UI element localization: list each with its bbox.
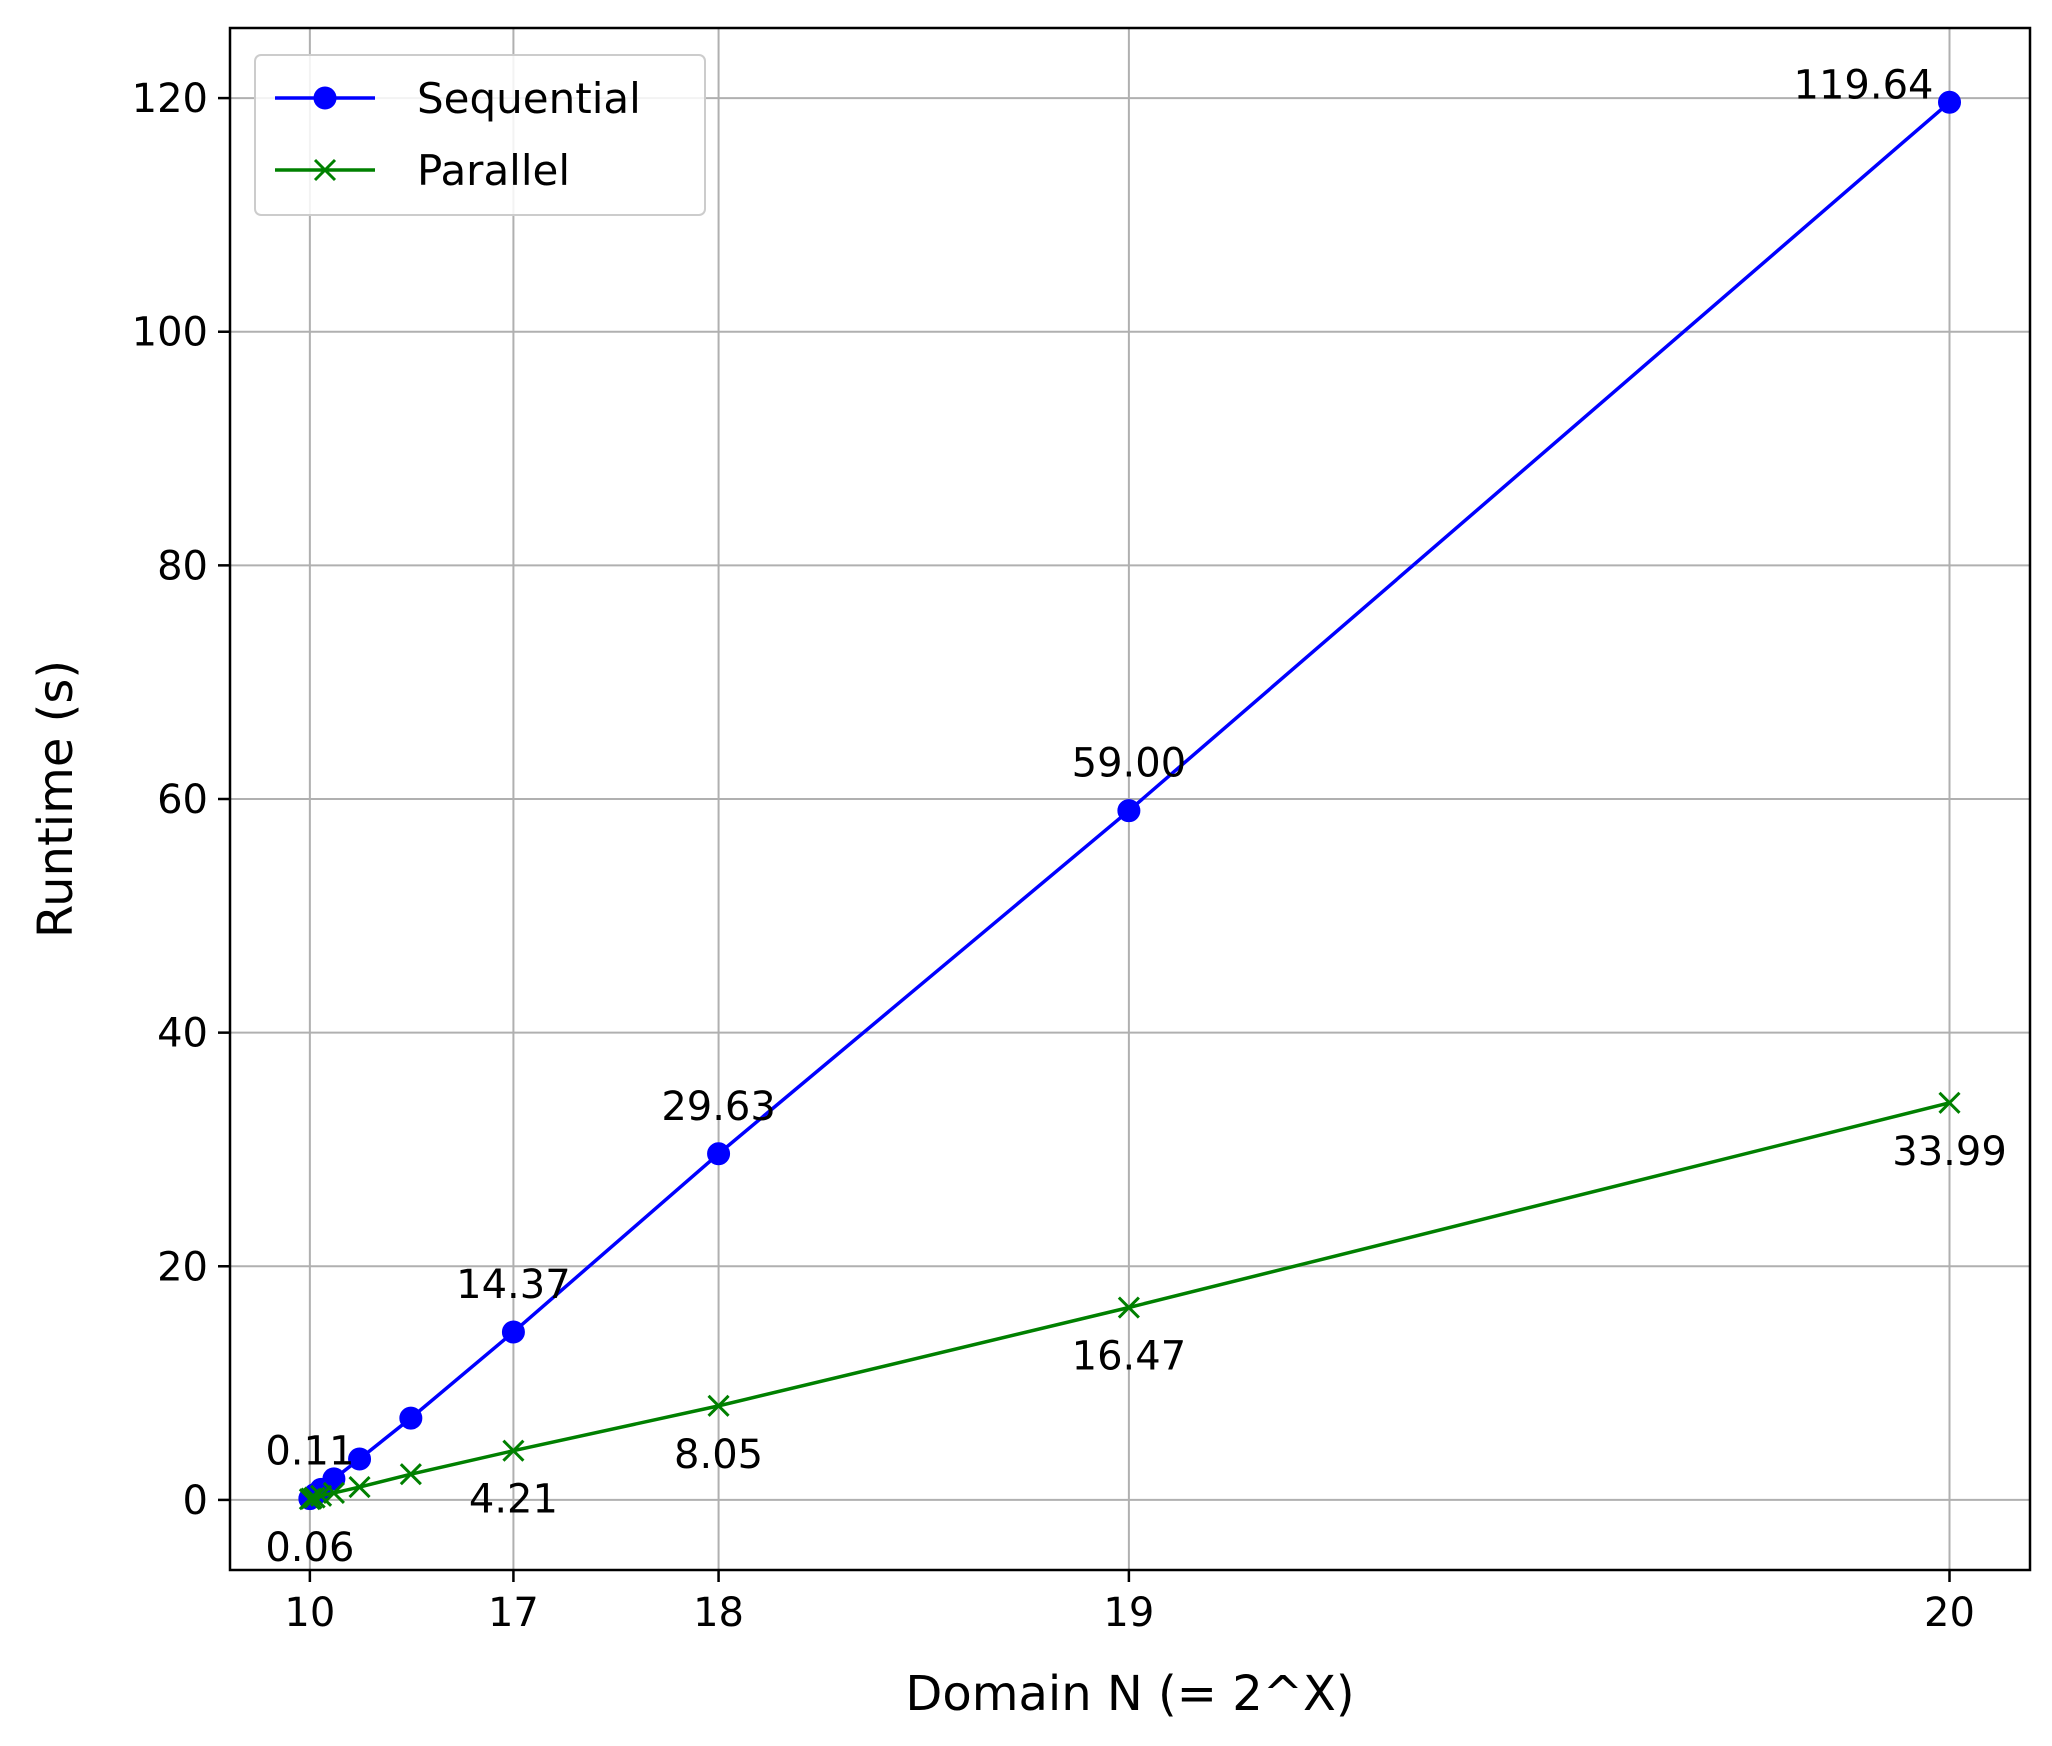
legend-box bbox=[254, 54, 706, 216]
legend-marker bbox=[313, 158, 337, 182]
y-axis-label: Runtime (s) bbox=[28, 660, 84, 938]
x-marker-stroke bbox=[313, 158, 337, 182]
data-point bbox=[502, 1439, 525, 1462]
series-parallel bbox=[298, 1091, 1961, 1511]
data-labels: 0.11 14.37 29.63 59.00 119.64 0.06 4.21 8.05 16.… bbox=[265, 62, 2006, 1571]
x-axis-label: Domain N (= 2^X) bbox=[905, 1666, 1354, 1722]
data-point bbox=[322, 1467, 346, 1491]
data-label: 119.64 bbox=[1794, 62, 1934, 108]
data-point bbox=[310, 1484, 333, 1507]
y-tick-label: 80 bbox=[157, 543, 208, 589]
legend-marker bbox=[313, 86, 337, 110]
data-label: 29.63 bbox=[661, 1084, 776, 1130]
y-tick-label: 40 bbox=[157, 1011, 208, 1057]
data-point bbox=[707, 1394, 730, 1417]
x-marker-stroke bbox=[502, 1439, 525, 1462]
data-point bbox=[1938, 90, 1962, 114]
y-tick-label: 100 bbox=[132, 310, 208, 356]
data-point bbox=[1938, 1091, 1961, 1114]
x-tick-label: 18 bbox=[693, 1590, 744, 1636]
data-point bbox=[399, 1406, 423, 1430]
x-tick-label: 10 bbox=[284, 1590, 335, 1636]
legend-label: Sequential bbox=[417, 74, 641, 123]
data-point bbox=[501, 1320, 525, 1344]
x-marker-stroke bbox=[399, 1463, 422, 1486]
x-tick-label: 17 bbox=[488, 1590, 539, 1636]
data-label: 16.47 bbox=[1072, 1334, 1187, 1380]
data-label: 14.37 bbox=[456, 1262, 571, 1308]
data-point bbox=[1117, 1296, 1140, 1319]
y-tick-label: 20 bbox=[157, 1244, 208, 1290]
y-tick-label: 120 bbox=[132, 76, 208, 122]
x-marker-stroke bbox=[1938, 1091, 1961, 1114]
legend-label: Parallel bbox=[417, 146, 570, 195]
x-tick-label: 19 bbox=[1103, 1590, 1154, 1636]
data-point bbox=[322, 1481, 345, 1504]
legend: Sequential Parallel bbox=[254, 54, 706, 216]
x-marker-stroke bbox=[310, 1484, 333, 1507]
x-marker-stroke bbox=[303, 1486, 326, 1509]
data-point bbox=[348, 1447, 372, 1471]
data-point bbox=[348, 1475, 371, 1499]
series-layer bbox=[298, 90, 1962, 1511]
x-marker-stroke bbox=[322, 1481, 345, 1504]
data-point bbox=[303, 1486, 326, 1509]
data-label: 33.99 bbox=[1892, 1129, 2007, 1175]
x-marker-stroke bbox=[348, 1475, 371, 1499]
data-point bbox=[399, 1463, 422, 1486]
data-label: 0.11 bbox=[265, 1429, 354, 1475]
axis-ticks: 10 17 18 19 20 0 20 40 60 80 100 120 bbox=[132, 76, 1975, 1636]
data-label: 0.06 bbox=[265, 1525, 354, 1571]
data-point bbox=[707, 1142, 731, 1166]
legend-entry-sequential: Sequential bbox=[275, 74, 641, 123]
data-label: 8.05 bbox=[674, 1432, 763, 1478]
y-tick-label: 60 bbox=[157, 777, 208, 823]
x-tick-label: 20 bbox=[1924, 1590, 1975, 1636]
data-label: 59.00 bbox=[1072, 741, 1187, 787]
x-marker-stroke bbox=[707, 1394, 730, 1417]
data-label: 4.21 bbox=[469, 1477, 558, 1523]
legend-entry-parallel: Parallel bbox=[275, 146, 570, 195]
x-marker-stroke bbox=[1117, 1296, 1140, 1319]
data-point bbox=[1117, 799, 1141, 823]
y-tick-label: 0 bbox=[183, 1478, 208, 1524]
